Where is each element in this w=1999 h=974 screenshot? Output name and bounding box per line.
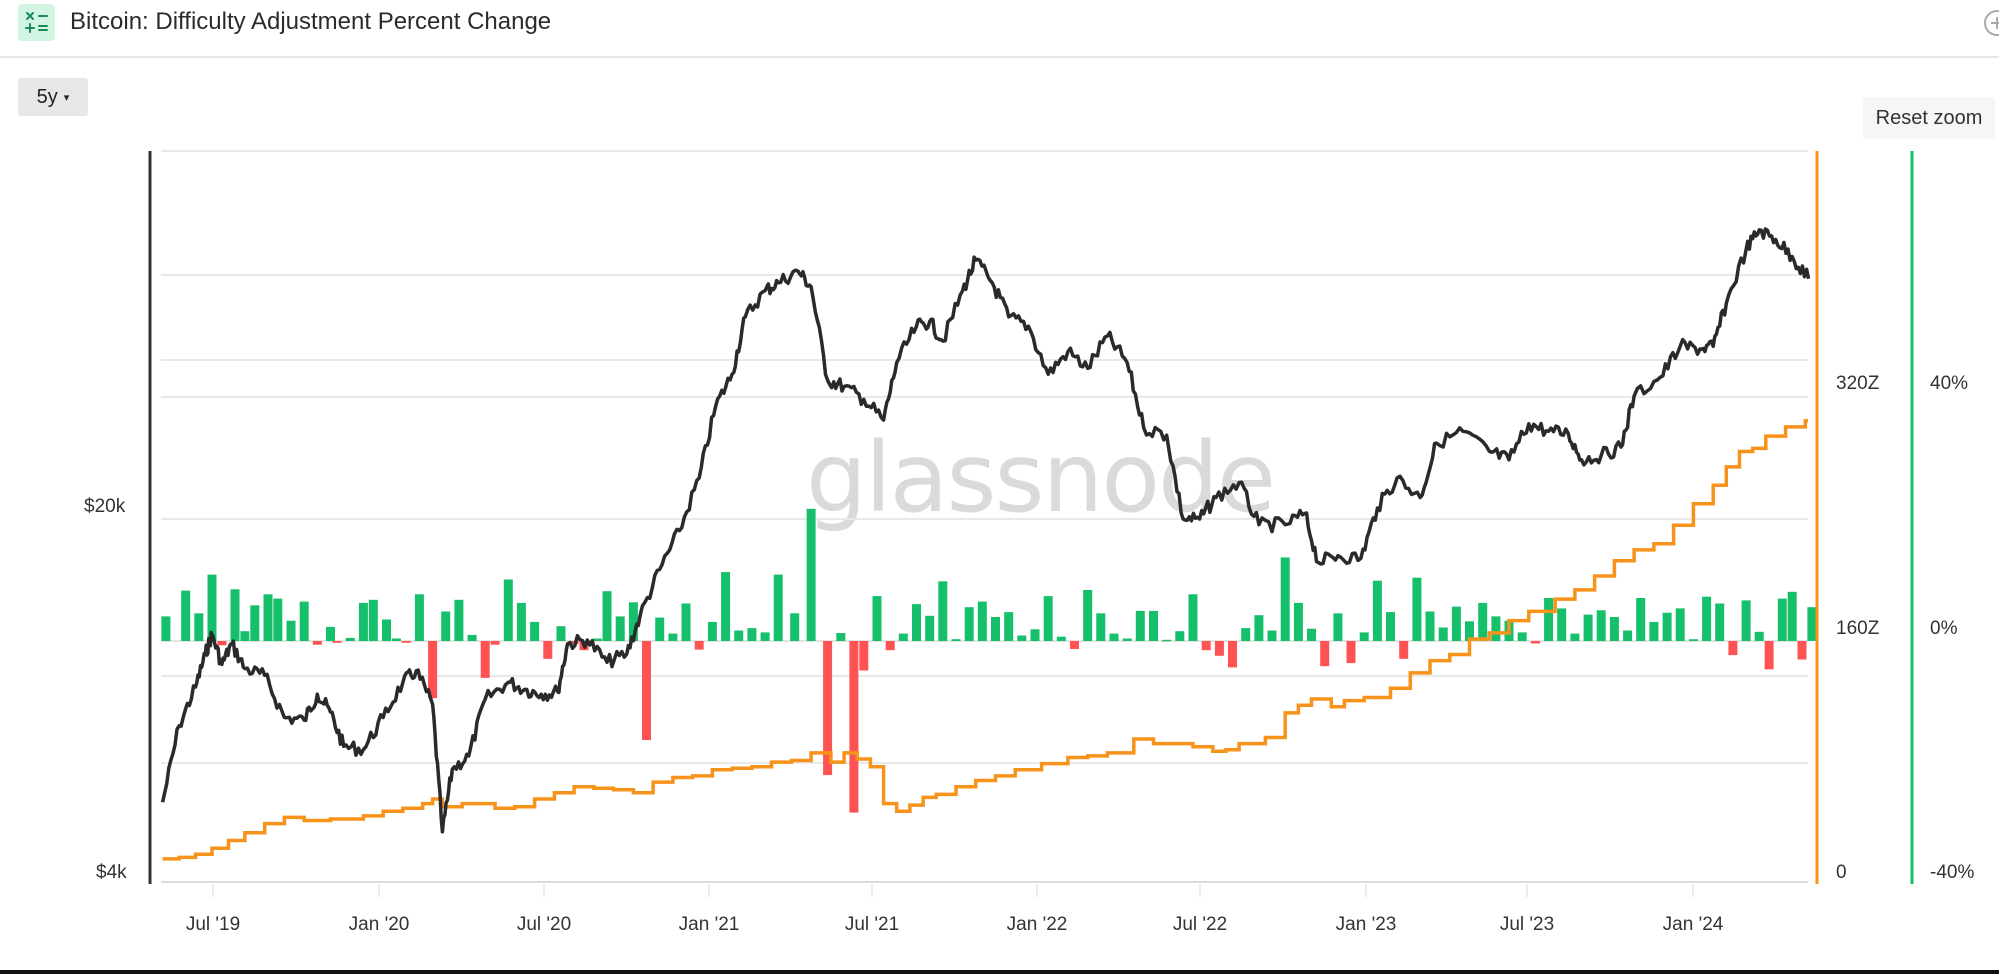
time-range-label: 5y [36, 86, 58, 108]
percent-change-bars [161, 508, 1817, 813]
formula-icon [18, 4, 55, 41]
y-pct-tick-0: 0% [1930, 618, 1958, 639]
caret-down-icon: ▾ [63, 92, 70, 104]
price-line [160, 227, 1811, 834]
grid-lines [161, 150, 1808, 883]
x-tick-jul-22: Jul '22 [1172, 914, 1228, 935]
glassnode-watermark: glassnode [806, 422, 1276, 534]
x-tick-jan-22: Jan '22 [1006, 914, 1068, 935]
y-diff-tick-160z: 160Z [1836, 618, 1880, 639]
x-tick-jul-23: Jul '23 [1499, 914, 1555, 935]
chart-header: Bitcoin: Difficulty Adjustment Percent C… [0, 0, 1999, 58]
y-pct-tick-neg40: -40% [1930, 862, 1975, 883]
y-left-tick-4k: $4k [96, 862, 127, 883]
x-axis-ticks [212, 884, 1694, 897]
x-tick-jan-23: Jan '23 [1335, 914, 1397, 935]
plus-circle-icon[interactable] [1984, 10, 1999, 36]
time-range-select[interactable]: 5y ▾ [18, 78, 88, 116]
y-left-tick-20k: $20k [84, 496, 126, 517]
chart-title: Bitcoin: Difficulty Adjustment Percent C… [70, 8, 552, 35]
x-tick-jul-20: Jul '20 [516, 914, 572, 935]
x-tick-jan-20: Jan '20 [348, 914, 410, 935]
x-tick-jul-21: Jul '21 [844, 914, 900, 935]
x-tick-jan-24: Jan '24 [1662, 914, 1724, 935]
y-diff-tick-0: 0 [1836, 862, 1847, 883]
bottom-border [0, 970, 1999, 974]
y-pct-tick-40: 40% [1930, 373, 1969, 394]
y-diff-tick-320z: 320Z [1836, 373, 1880, 394]
x-tick-jul-19: Jul '19 [185, 914, 241, 935]
x-tick-jan-21: Jan '21 [678, 914, 740, 935]
reset-zoom-button[interactable]: Reset zoom [1863, 97, 1995, 139]
difficulty-line [162, 419, 1808, 861]
